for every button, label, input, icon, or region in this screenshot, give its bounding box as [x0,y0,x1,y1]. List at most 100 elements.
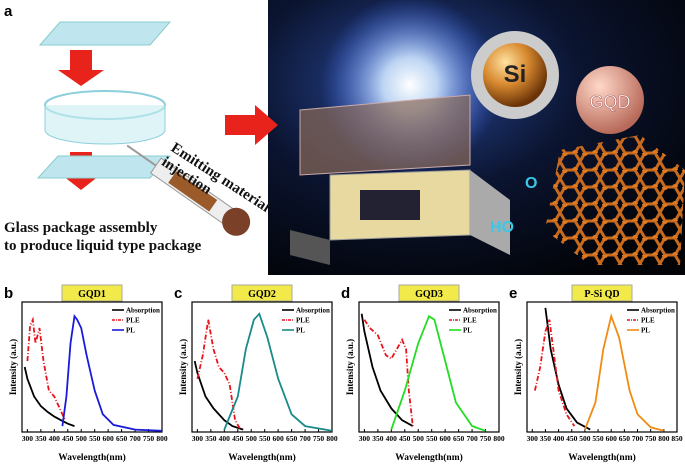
legend-label: Absorption [463,307,497,315]
panel-label: d [341,285,350,302]
x-tick-label: 650 [453,434,465,443]
x-tick-label: 400 [386,434,398,443]
x-tick-label: 450 [62,434,74,443]
series-line [360,313,414,427]
legend-label: Absorption [296,307,330,315]
x-tick-label: 550 [592,434,604,443]
x-tick-label: 400 [553,434,565,443]
x-tick-label: 300 [22,434,34,443]
plot-frame [191,301,333,433]
x-tick-label: 550 [426,434,438,443]
x-tick-label: 350 [540,434,552,443]
x-tick-label: 350 [205,434,217,443]
plot-frame [526,301,678,433]
x-tick-label: 750 [645,434,657,443]
series-line [390,314,486,432]
x-tick-label: 650 [619,434,631,443]
x-tick-label: 350 [35,434,47,443]
x-tick-label: 700 [632,434,644,443]
y-axis-label: Intensity (a.u.) [345,339,355,395]
y-axis-label: Intensity (a.u.) [513,339,523,395]
chart-title: GQD1 [78,289,106,300]
series-line [363,319,414,427]
x-tick-label: 450 [566,434,578,443]
x-tick-label: 500 [413,434,425,443]
si-label: Si [504,61,527,88]
series-line [223,312,333,432]
panel-label: b [4,285,13,302]
x-tick-label: 300 [527,434,539,443]
x-tick-label: 400 [219,434,231,443]
x-tick-label: 500 [76,434,88,443]
legend-label: PLE [641,317,655,325]
legend-label: PLE [463,317,477,325]
series-line [26,316,66,421]
x-tick-label: 700 [466,434,478,443]
gqd-label: GQD [589,92,630,112]
x-tick-label: 600 [606,434,618,443]
legend-label: Absorption [126,307,160,315]
x-tick-label: 450 [399,434,411,443]
x-tick-label: 550 [89,434,101,443]
title-box [231,284,293,302]
y-axis-label: Intensity (a.u.) [8,339,18,395]
x-tick-label: 600 [103,434,115,443]
series-line [544,307,591,431]
x-axis-label: Wavelength(nm) [58,452,126,463]
x-tick-label: 800 [493,434,505,443]
x-tick-label: 450 [232,434,244,443]
legend-label: PL [463,327,472,335]
plot-frame [358,301,500,433]
title-box [398,284,460,302]
series-line [23,366,75,427]
panel-label: a [4,3,13,20]
legend-label: PL [126,327,135,335]
x-tick-label: 600 [440,434,452,443]
x-tick-label: 750 [313,434,325,443]
caption: Glass package assembly [4,220,158,236]
x-tick-label: 500 [246,434,258,443]
x-tick-label: 650 [116,434,128,443]
x-tick-label: 700 [299,434,311,443]
series-line [193,360,244,431]
x-axis-label: Wavelength(nm) [568,452,636,463]
title-box [61,284,123,302]
ho-label: HO [490,219,514,236]
x-tick-label: 600 [273,434,285,443]
x-tick-label: 350 [372,434,384,443]
x-tick-label: 800 [156,434,168,443]
x-tick-label: 850 [671,434,683,443]
series-line [61,313,163,432]
plot-frame [21,301,163,433]
x-tick-label: 700 [129,434,141,443]
legend-label: PLE [126,317,140,325]
chart-title: P-Si QD [584,289,619,300]
chart-title: GQD2 [248,289,276,300]
caption: to produce liquid type package [4,238,202,254]
y-axis-label: Intensity (a.u.) [178,339,188,395]
panel-a: a Emitting material injection Glass pack… [4,0,685,275]
chart-title: GQD3 [415,289,443,300]
x-tick-label: 550 [259,434,271,443]
series-line [534,319,576,427]
panel-label: e [509,285,517,302]
x-tick-label: 400 [49,434,61,443]
x-tick-label: 750 [143,434,155,443]
x-tick-label: 300 [192,434,204,443]
series-line [584,313,665,432]
x-tick-label: 750 [480,434,492,443]
title-box [571,284,633,302]
legend-label: PL [296,327,305,335]
x-tick-label: 800 [326,434,338,443]
x-tick-label: 500 [579,434,591,443]
legend-label: PLE [296,317,310,325]
x-tick-label: 650 [286,434,298,443]
panel-label: c [174,285,182,302]
x-tick-label: 800 [658,434,670,443]
legend-label: Absorption [641,307,675,315]
x-axis-label: Wavelength(nm) [395,452,463,463]
o-label: O [525,175,537,192]
legend-label: PL [641,327,650,335]
x-tick-label: 300 [359,434,371,443]
